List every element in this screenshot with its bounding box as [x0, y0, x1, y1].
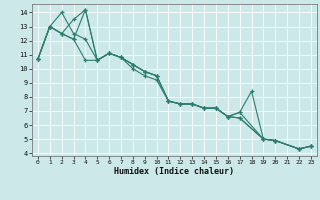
X-axis label: Humidex (Indice chaleur): Humidex (Indice chaleur) [115, 167, 234, 176]
